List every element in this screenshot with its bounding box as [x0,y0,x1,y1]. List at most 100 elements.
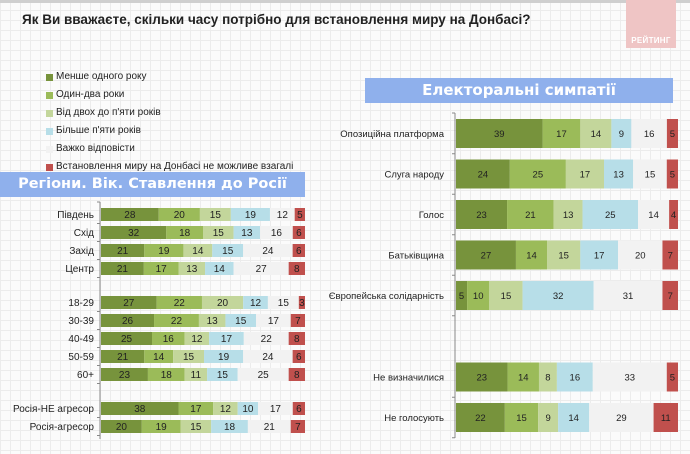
data-label: 14 [568,413,579,424]
bar-segment [292,402,305,415]
data-label: 25 [258,370,270,381]
bar-segment [292,350,305,363]
data-label: 25 [605,210,616,221]
category-label: Центр [65,264,94,275]
bar-segment [456,403,505,432]
bar-segment [456,362,508,392]
data-label: 25 [533,169,544,180]
data-label: 7 [668,291,673,302]
category-label: Росія-агресор [30,422,95,433]
category-label: Слуга народу [384,169,444,180]
data-label: 7 [295,316,301,327]
category-label: 30-39 [68,316,94,327]
bar-segment [633,159,667,189]
data-label: 15 [210,210,222,221]
bar-segment [558,403,590,432]
bar-segment [101,244,145,257]
bar-segment [593,281,663,310]
legend-swatch [46,91,53,99]
legend-swatch [46,163,53,171]
data-label: 15 [645,169,656,180]
bar-segment [267,296,299,309]
category-label: Схід [74,228,94,239]
data-label: 20 [174,210,186,221]
data-label: 15 [516,413,527,424]
data-label: 31 [623,291,634,302]
data-label: 3 [299,298,305,309]
legend: Менше одного року Один-два роки Від двох д… [46,68,293,176]
data-label: 5 [459,291,464,302]
bar-row: Центр 21 17 13 14 27 8 [65,262,305,275]
data-label: 21 [117,352,129,363]
bar-segment [288,262,305,275]
data-label: 22 [261,334,273,345]
data-label: 14 [518,372,529,383]
data-label: 15 [235,316,247,327]
data-label: 38 [134,404,146,415]
data-label: 16 [570,372,581,383]
data-label: 12 [250,298,262,309]
bar-row: Схід 32 18 15 13 16 6 [74,226,305,239]
data-label: 15 [213,228,225,239]
bar-row: Опозиційна платформа 39 17 14 9 16 5 [340,119,678,148]
data-label: 22 [174,298,186,309]
category-label: Опозиційна платформа [340,129,444,140]
category-label: Батьківщина [388,250,444,261]
bar-segment [213,402,238,415]
bar-row: 40-49 25 16 12 17 22 8 [68,332,305,345]
bar-row: 50-59 21 14 15 19 24 6 [68,350,305,363]
data-label: 13 [563,210,574,221]
bar-segment [178,262,206,275]
data-label: 17 [268,316,280,327]
bar-segment [604,159,634,189]
bar-segment [152,332,185,345]
data-label: 5 [670,169,675,180]
data-label: 6 [296,246,302,257]
bar-segment [580,240,619,270]
legend-label: Встановлення миру на Донбасі не можливе … [56,161,294,172]
bar-segment [212,244,244,257]
bar-segment [211,420,248,433]
bar-segment [156,296,202,309]
data-label: 18 [179,228,191,239]
bar-segment [290,314,305,327]
bar-segment [101,208,159,221]
legend-item: Один-два роки [46,86,293,104]
data-label: 29 [616,413,627,424]
data-label: 32 [128,228,140,239]
data-label: 14 [591,129,602,140]
data-label: 11 [661,413,671,424]
data-label: 14 [214,264,226,275]
data-label: 39 [494,129,505,140]
bar-segment [101,350,145,363]
bar-segment [509,159,566,189]
bar-row: Південь 28 20 15 19 12 5 [57,208,305,221]
data-label: 15 [558,250,569,261]
data-label: 17 [556,129,567,140]
category-label: Захід [69,246,94,257]
bar-segment [101,368,148,381]
data-label: 17 [221,334,233,345]
bar-segment [618,240,663,270]
bar-segment [666,159,678,189]
bar-row: Слуга народу 24 25 17 13 15 5 [384,159,678,189]
bar-segment [292,226,305,239]
data-label: 15 [222,246,234,257]
bar-segment [288,368,305,381]
bar-segment [203,226,234,239]
data-label: 17 [156,264,168,275]
data-label: 27 [481,250,492,261]
bar-segment [233,262,289,275]
data-label: 6 [296,404,302,415]
legend-label: Один-два роки [56,89,125,100]
bar-segment [184,368,208,381]
data-label: 19 [158,246,170,257]
bar-segment [669,200,678,229]
bar-row: Не визначилися 23 14 8 16 33 5 [373,362,678,392]
bar-segment [166,226,203,239]
data-label: 18 [224,422,236,433]
data-label: 5 [670,129,675,140]
category-label: Росія-НЕ агресор [13,404,94,415]
